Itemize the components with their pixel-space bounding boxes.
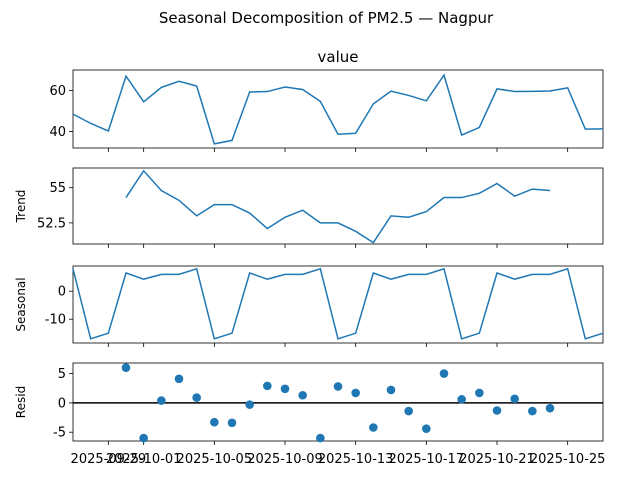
x-tick-label: 2025-10-01 [106, 452, 182, 467]
resid-point [386, 385, 396, 395]
resid-point [263, 381, 272, 391]
panel-resid: Resid-5052025-09-292025-10-012025-10-052… [14, 362, 606, 467]
panel-frame [72, 167, 604, 245]
resid-point [298, 390, 307, 400]
resid-point [475, 388, 484, 398]
y-axis-label: Trend [14, 190, 28, 224]
value-series-line [72, 73, 604, 145]
resid-point [121, 363, 131, 372]
resid-point [333, 382, 343, 391]
resid-point [492, 406, 502, 415]
resid-point [192, 393, 201, 402]
resid-point [245, 400, 254, 409]
panel-frame [72, 265, 604, 344]
resid-point [157, 396, 166, 405]
seasonal-series-line [72, 267, 604, 340]
x-tick-label: 2025-10-09 [247, 452, 323, 467]
resid-point [210, 417, 219, 427]
x-tick-label: 2025-10-21 [459, 452, 535, 467]
resid-point [404, 406, 413, 416]
x-tick-label: 2025-10-13 [318, 452, 394, 467]
y-tick-label: 40 [49, 125, 66, 140]
resid-point [174, 374, 184, 384]
y-tick-label: -5 [53, 426, 66, 441]
resid-point [528, 406, 537, 416]
y-tick-label: 52.5 [37, 216, 66, 231]
y-tick-label: 60 [49, 84, 66, 99]
resid-point [510, 394, 519, 404]
resid-point [351, 388, 360, 398]
resid-point [439, 369, 449, 378]
y-tick-label: 5 [58, 367, 66, 382]
panel-trend: Trend 52.5 55 [14, 167, 604, 248]
panel-frame [72, 69, 604, 149]
y-tick-label: 55 [49, 181, 66, 196]
y-axis-label: Seasonal [14, 277, 28, 331]
x-tick-label: 2025-09-29 [71, 452, 147, 467]
trend-series-line [125, 169, 551, 244]
x-tick-label: 2025-10-17 [389, 452, 465, 467]
resid-point [369, 423, 378, 432]
resid-point [422, 424, 431, 433]
x-tick-label: 2025-10-05 [177, 452, 253, 467]
y-axis-label: Resid [14, 386, 28, 418]
y-tick-label: 0 [58, 285, 66, 300]
resid-point [227, 418, 237, 428]
resid-point [457, 395, 466, 404]
x-tick-label: 2025-10-25 [530, 452, 606, 467]
panel-seasonal: Seasonal -10 0 [14, 265, 604, 347]
panel-title: value [318, 48, 359, 66]
y-tick-label: 0 [58, 396, 66, 411]
resid-point [545, 403, 555, 413]
resid-point [316, 433, 325, 443]
y-tick-label: -10 [45, 313, 66, 328]
resid-point [139, 433, 148, 443]
panel-value: value 40 60 [49, 48, 604, 152]
panel-frame [72, 362, 604, 442]
resid-point [280, 384, 290, 394]
chart-title: Seasonal Decomposition of PM2.5 — Nagpur [159, 9, 494, 27]
